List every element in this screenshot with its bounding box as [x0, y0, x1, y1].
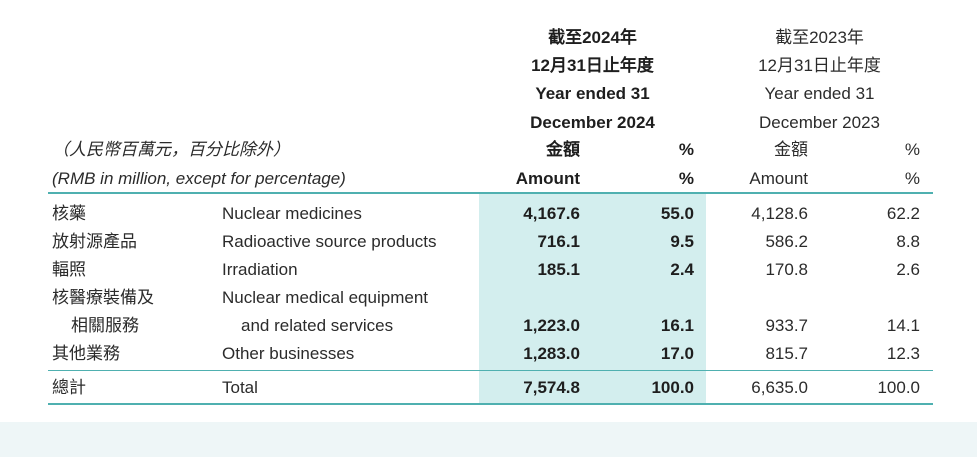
amount-en-2023: Amount	[749, 169, 808, 188]
pct-en-2023: %	[904, 169, 920, 188]
total-amount-2023: 6,635.0	[751, 378, 808, 397]
cell-amount-2023: 4,128.6	[751, 204, 808, 223]
row-label-cn: 核醫療裝備及	[52, 288, 154, 307]
cell-amount-2023: 586.2	[765, 232, 808, 251]
current-year-highlight	[479, 193, 706, 404]
cell-amount-2023: 933.7	[765, 316, 808, 335]
total-pct-2023: 100.0	[877, 378, 920, 397]
cell-pct-2023: 12.3	[886, 344, 920, 363]
row-label-en: Other businesses	[222, 344, 355, 363]
header-2023-line2: 12月31日止年度	[758, 56, 881, 75]
cell-amount-2024: 1,283.0	[523, 344, 580, 363]
unit-note-cn: （人民幣百萬元，百分比除外）	[52, 140, 290, 159]
cell-amount-2024: 4,167.6	[523, 204, 580, 223]
row-label-en: Radioactive source products	[222, 232, 437, 251]
cell-pct-2023: 8.8	[896, 232, 920, 251]
row-label-en: Irradiation	[222, 260, 298, 279]
header-2024-line1: 截至2024年	[548, 28, 637, 47]
cell-amount-2023: 170.8	[765, 260, 808, 279]
pct-cn-2024: %	[678, 140, 694, 159]
cell-pct-2024: 17.0	[660, 344, 694, 363]
pct-cn-2023: %	[904, 140, 920, 159]
total-label-cn: 總計	[52, 378, 86, 397]
cell-amount-2024: 716.1	[537, 232, 580, 251]
amount-en-2024: Amount	[515, 169, 580, 188]
row-label-cn: 輻照	[52, 260, 86, 279]
header-2024-line2: 12月31日止年度	[531, 56, 654, 75]
row-label-cn: 核藥	[52, 204, 86, 223]
header-2023-line4: December 2023	[759, 113, 880, 132]
cell-pct-2023: 62.2	[886, 204, 920, 223]
cell-pct-2023: 14.1	[886, 316, 920, 335]
pct-en-2024: %	[678, 169, 694, 188]
cell-amount-2024: 1,223.0	[523, 316, 580, 335]
header-rule	[48, 192, 933, 194]
row-label-en-cont: and related services	[241, 316, 394, 335]
total-pct-2024: 100.0	[651, 378, 694, 397]
amount-cn-2023: 金額	[774, 140, 808, 159]
total-label-en: Total	[222, 378, 258, 397]
header-2023-line3: Year ended 31	[764, 84, 875, 103]
bottom-rule	[48, 403, 933, 405]
row-label-cn-cont: 相關服務	[71, 316, 139, 335]
cell-amount-2023: 815.7	[765, 344, 808, 363]
row-label-en: Nuclear medicines	[222, 204, 362, 223]
amount-cn-2024: 金額	[546, 140, 580, 159]
header-2024-line4: December 2024	[530, 113, 655, 132]
unit-note-en: (RMB in million, except for percentage)	[52, 169, 346, 188]
total-rule	[48, 370, 933, 371]
cell-pct-2023: 2.6	[896, 260, 920, 279]
row-label-cn: 放射源產品	[52, 232, 137, 251]
cell-pct-2024: 9.5	[670, 232, 694, 251]
row-label-en: Nuclear medical equipment	[222, 288, 428, 307]
cell-pct-2024: 16.1	[660, 316, 694, 335]
row-label-cn: 其他業務	[52, 344, 120, 363]
total-amount-2024: 7,574.8	[523, 378, 580, 397]
header-2024-line3: Year ended 31	[535, 84, 650, 103]
header-2023-line1: 截至2023年	[775, 28, 864, 47]
cell-pct-2024: 2.4	[670, 260, 694, 279]
cell-pct-2024: 55.0	[660, 204, 694, 223]
cell-amount-2024: 185.1	[537, 260, 580, 279]
